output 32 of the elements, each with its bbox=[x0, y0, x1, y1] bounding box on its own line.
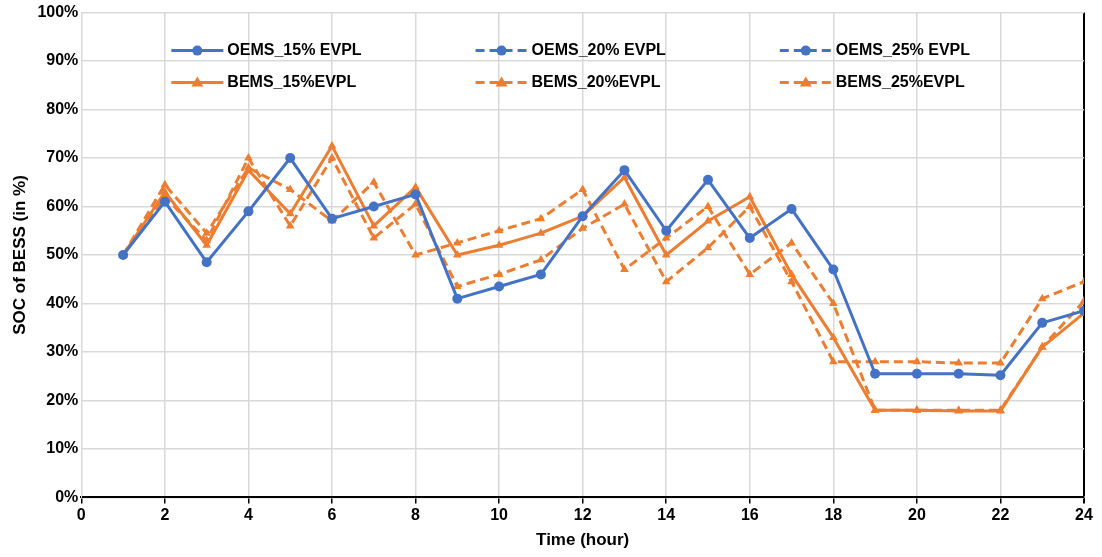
y-tick-label: 80% bbox=[46, 99, 79, 117]
y-tick-label: 40% bbox=[46, 293, 79, 311]
x-tick-label: 22 bbox=[991, 506, 1010, 524]
x-axis-title: Time (hour) bbox=[536, 530, 630, 550]
y-tick-label: 0% bbox=[55, 487, 79, 505]
y-tick-label: 60% bbox=[46, 196, 79, 214]
x-tick-label: 20 bbox=[907, 506, 926, 524]
y-tick-label: 30% bbox=[46, 342, 79, 360]
y-tick-label: 10% bbox=[46, 439, 79, 457]
y-tick-label: 20% bbox=[46, 390, 79, 408]
legend-label: BEMS_20%EVPL bbox=[531, 73, 661, 91]
y-tick-label: 100% bbox=[37, 3, 79, 21]
x-tick-label: 24 bbox=[1075, 506, 1093, 524]
y-axis-title: SOC of BESS (in %) bbox=[9, 175, 29, 335]
x-tick-label: 12 bbox=[573, 506, 592, 524]
x-tick-label: 4 bbox=[243, 506, 253, 524]
x-tick-label: 16 bbox=[740, 506, 759, 524]
x-tick-label: 0 bbox=[76, 506, 86, 524]
legend-label: BEMS_15%EVPL bbox=[227, 73, 357, 91]
x-tick-label: 10 bbox=[490, 506, 509, 524]
y-tick-label: 90% bbox=[46, 51, 79, 69]
x-tick-label: 18 bbox=[824, 506, 843, 524]
x-tick-label: 6 bbox=[327, 506, 337, 524]
y-tick-label: 50% bbox=[46, 245, 79, 263]
legend-label: OEMS_20% EVPL bbox=[531, 41, 667, 59]
x-tick-label: 2 bbox=[160, 506, 170, 524]
legend-label: OEMS_25% EVPL bbox=[835, 41, 971, 59]
x-tick-label: 8 bbox=[411, 506, 421, 524]
legend-label: OEMS_15% EVPL bbox=[227, 41, 362, 59]
y-tick-label: 70% bbox=[46, 148, 79, 166]
legend-label: BEMS_25%EVPL bbox=[835, 73, 965, 91]
x-tick-label: 14 bbox=[657, 506, 676, 524]
